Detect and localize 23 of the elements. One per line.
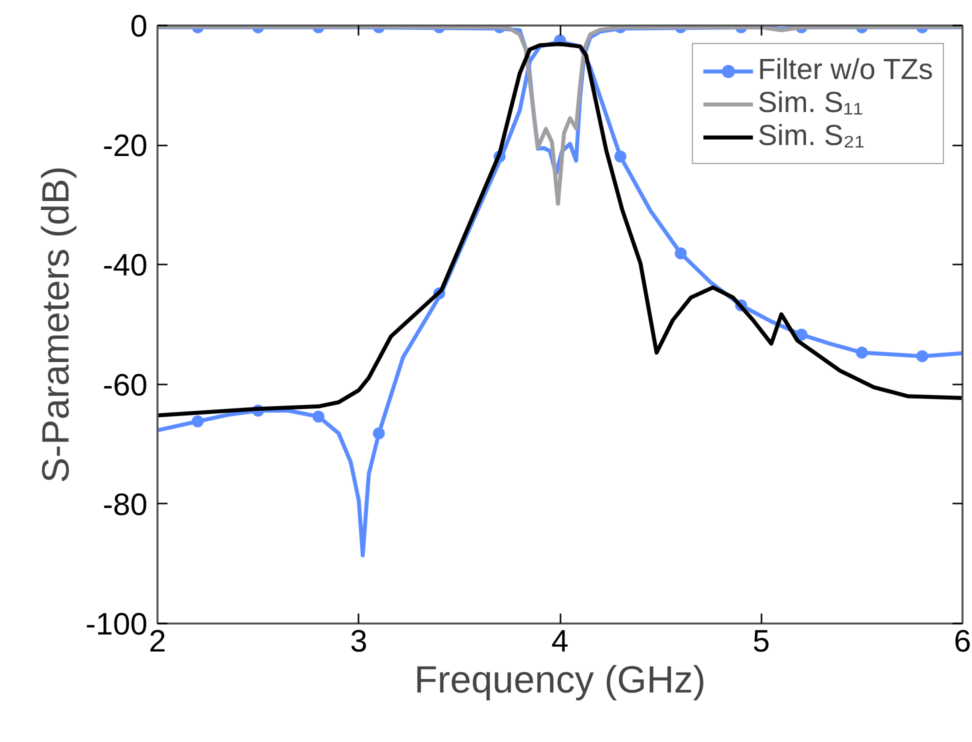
y-tick-label: -100 <box>85 606 148 642</box>
point <box>796 328 808 341</box>
y-tick-label: -40 <box>102 248 148 283</box>
point <box>372 427 385 440</box>
point <box>192 415 204 428</box>
point <box>674 247 687 260</box>
y-tick-label: -60 <box>102 367 148 402</box>
legend-label: Sim. S₁₁ <box>758 87 863 120</box>
x-tick-label: 3 <box>350 624 368 658</box>
x-tick-label: 4 <box>551 624 569 658</box>
point <box>856 346 868 359</box>
y-tick-label: -20 <box>102 128 148 164</box>
x-tick-label: 6 <box>954 624 972 658</box>
point <box>916 350 928 362</box>
y-tick-label: -80 <box>102 486 148 522</box>
y-axis-title: S-Parameters (dB) <box>35 166 78 483</box>
x-axis-title: Frequency (GHz) <box>414 660 706 702</box>
point <box>312 410 324 423</box>
legend-label: Filter w/o TZs <box>758 54 933 87</box>
y-tick-label: 0 <box>130 8 148 44</box>
x-tick-label: 2 <box>148 624 166 658</box>
legend-label: Sim. S₂₁ <box>758 120 864 153</box>
x-tick-label: 5 <box>752 624 770 658</box>
